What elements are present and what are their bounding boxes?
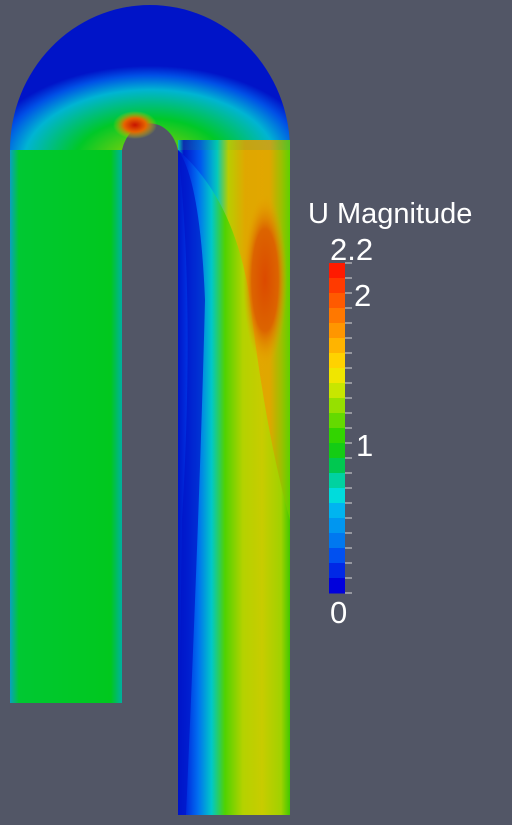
colorbar-segment (329, 293, 345, 309)
tick-label-upper: 2 (354, 278, 372, 313)
colorbar-segment (329, 263, 345, 279)
inner-bend-peak (113, 111, 157, 139)
colorbar-segment (329, 338, 345, 354)
colorbar (329, 263, 345, 594)
colorbar-segment (329, 413, 345, 429)
colorbar-segment (329, 323, 345, 339)
colorbar-segment (329, 563, 345, 579)
inlet-leg (10, 150, 122, 703)
colorbar-segment (329, 368, 345, 384)
u-tube-flow-field (10, 5, 290, 815)
bend-region (10, 5, 290, 165)
tick-label-min: 0 (330, 595, 348, 630)
tick-label-max: 2.2 (330, 232, 374, 267)
colorbar-segment (329, 578, 345, 594)
colorbar-segment (329, 428, 345, 444)
legend-title: U Magnitude (308, 198, 473, 230)
colorbar-segment (329, 503, 345, 519)
colorbar-segment (329, 458, 345, 474)
colorbar-segment (329, 548, 345, 564)
tick-label-mid: 1 (356, 428, 374, 463)
colorbar-segment (329, 353, 345, 369)
colorbar-segment (329, 473, 345, 489)
colorbar-segment (329, 398, 345, 414)
high-velocity-region (243, 195, 287, 365)
colorbar-segment (329, 278, 345, 294)
colorbar-ticks (345, 262, 352, 594)
colorbar-segment (329, 518, 345, 534)
colorbar-segment (329, 488, 345, 504)
outlet-wall-layer (178, 150, 205, 815)
colorbar-segment (329, 308, 345, 324)
colorbar-segment (329, 443, 345, 459)
colorbar-segment (329, 383, 345, 399)
colorbar-segment (329, 533, 345, 549)
